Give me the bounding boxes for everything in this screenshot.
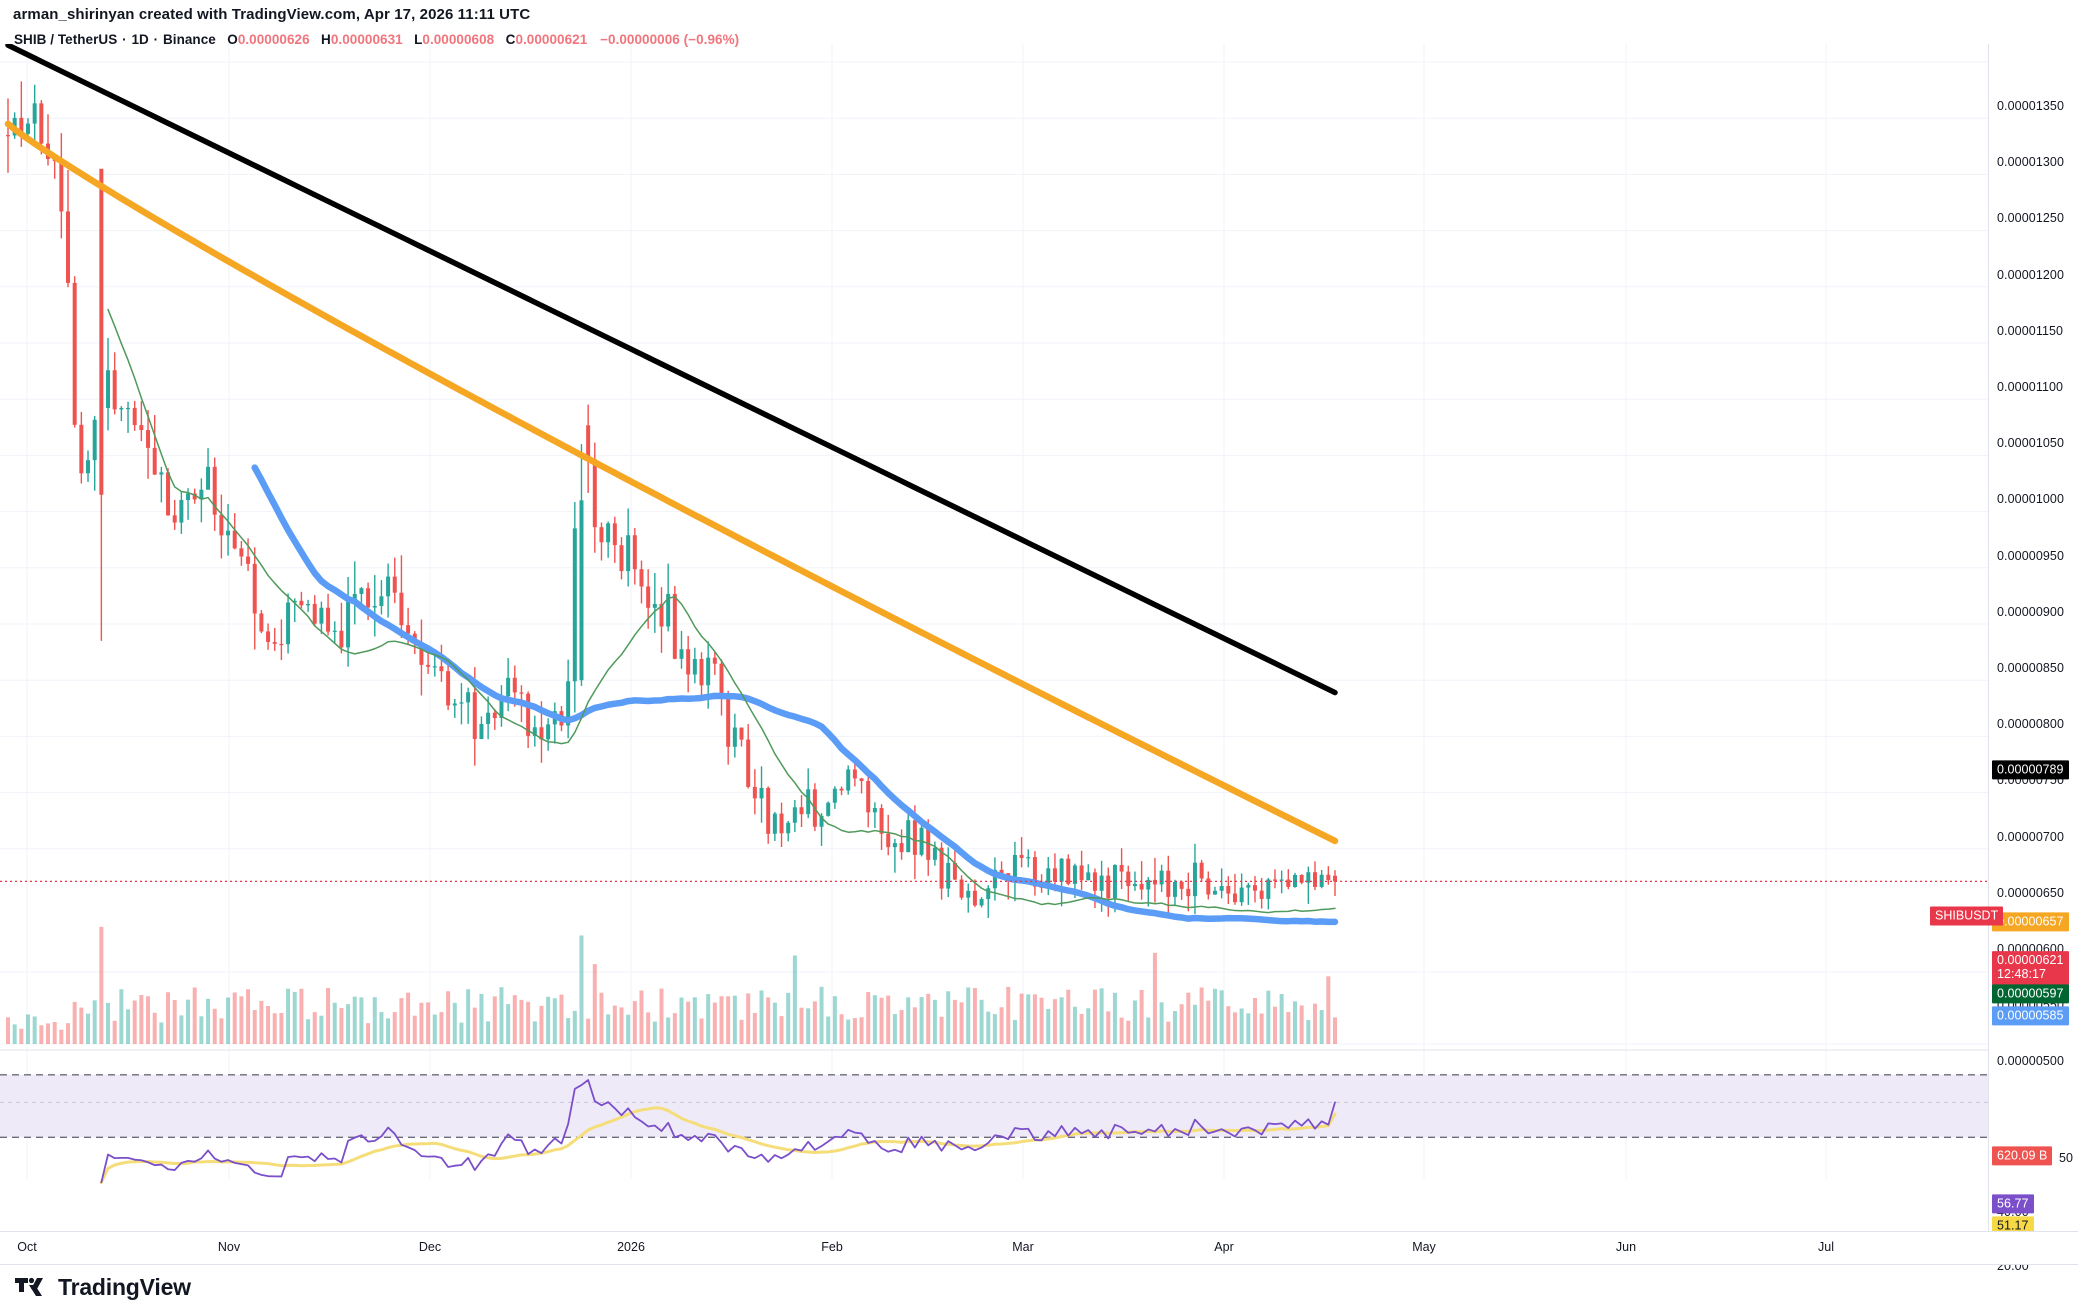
volume-axis-tick: 50	[2059, 1151, 2074, 1165]
price-tick: 0.00000650	[1997, 885, 2065, 900]
legend-separator-2: ·	[153, 32, 159, 47]
volume-series	[6, 926, 1337, 1044]
legend-low-label: L	[414, 32, 423, 47]
ma-orange-line	[4, 120, 1339, 845]
time-tick: Feb	[821, 1240, 843, 1254]
time-tick: Jul	[1818, 1240, 1834, 1254]
price-tick: 0.00001250	[1997, 211, 2065, 226]
price-tick: 0.00000950	[1997, 548, 2065, 563]
chart-canvas	[0, 44, 1988, 1184]
time-scale[interactable]: Oct Nov Dec 2026 Feb Mar Apr May Jun Jul	[0, 1231, 2078, 1265]
symbol-legend: SHIB / TetherUS · 1D · Binance O0.000006…	[14, 32, 739, 47]
time-tick: 2026	[617, 1240, 645, 1254]
tradingview-footer: TradingView	[14, 1275, 191, 1299]
time-tick: Oct	[17, 1240, 37, 1254]
price-tick: 0.00000900	[1997, 604, 2065, 619]
attribution-text: arman_shirinyan created with TradingView…	[13, 6, 531, 23]
legend-high-label: H	[321, 32, 331, 47]
legend-interval[interactable]: 1D	[131, 32, 149, 47]
time-tick: Dec	[418, 1240, 442, 1254]
legend-high-value: 0.00000631	[330, 32, 403, 47]
price-tick: 0.00001300	[1997, 155, 2065, 170]
price-tick: 0.00001200	[1997, 267, 2065, 282]
price-tick: 0.00001350	[1997, 99, 2065, 113]
price-tick: 0.00000500	[1997, 1054, 2065, 1069]
price-scale[interactable]: 0.00001350 0.00001300 0.00001250 0.00001200…	[1988, 44, 2078, 1273]
price-tick: 0.00001150	[1997, 323, 2064, 338]
chart-plot-area[interactable]	[0, 44, 1988, 1231]
ma-green-price-badge: 0.00000597	[1992, 984, 2069, 1004]
price-tick: 0.00000850	[1997, 661, 2065, 675]
volume-badge: 620.09 B	[1992, 1146, 2053, 1166]
ma-black-line	[5, 44, 1338, 696]
last-price-value: 0.00000621	[1997, 953, 2064, 968]
legend-close-label: C	[505, 32, 516, 47]
ma-blue-price-badge: 0.00000585	[1992, 1006, 2069, 1026]
legend-change: −0.00000006 (−0.96%)	[600, 32, 740, 47]
bar-countdown: 12:48:17	[1997, 967, 2047, 982]
ma-black-price-badge: 0.00000789	[1992, 760, 2069, 780]
rsi-line	[100, 1079, 1336, 1184]
legend-low-value: 0.00000608	[422, 32, 495, 47]
rsi-band	[0, 1074, 1988, 1138]
time-tick: May	[1412, 1240, 1436, 1254]
legend-open-value: 0.00000626	[237, 32, 310, 47]
time-tick: Apr	[1214, 1240, 1234, 1254]
rsi-ma-value-badge: 51.17	[1992, 1216, 2034, 1236]
ma-blue-line	[251, 464, 1339, 926]
legend-separator-1: ·	[122, 32, 127, 47]
symbol-price-tag: SHIBUSDT	[1930, 906, 2004, 926]
time-tick: Nov	[217, 1240, 241, 1254]
legend-symbol[interactable]: SHIB / TetherUS	[14, 32, 118, 47]
tradingview-wordmark: TradingView	[58, 1273, 191, 1300]
legend-exchange[interactable]: Binance	[162, 32, 216, 47]
legend-open-label: O	[227, 32, 238, 47]
price-tick: 0.00001000	[1997, 492, 2065, 507]
price-tick: 0.00001050	[1997, 436, 2065, 451]
ma-green-line	[107, 308, 1336, 914]
ma-orange-price-badge: 0.00000657	[1992, 912, 2069, 932]
time-tick: Jun	[1615, 1240, 1637, 1254]
price-tick: 0.00001100	[1997, 380, 2064, 394]
grid-lines	[0, 61, 1988, 1045]
price-tick: 0.00000800	[1997, 717, 2065, 732]
last-price-badge: 0.00000621 12:48:17	[1992, 951, 2069, 985]
grid-lines-vertical	[26, 44, 1827, 1179]
legend-close-value: 0.00000621	[515, 32, 588, 47]
rsi-value-badge: 56.77	[1992, 1194, 2034, 1214]
price-tick: 0.00000700	[1997, 829, 2065, 844]
tradingview-logo-icon	[15, 1277, 43, 1296]
time-tick: Mar	[1012, 1240, 1034, 1254]
